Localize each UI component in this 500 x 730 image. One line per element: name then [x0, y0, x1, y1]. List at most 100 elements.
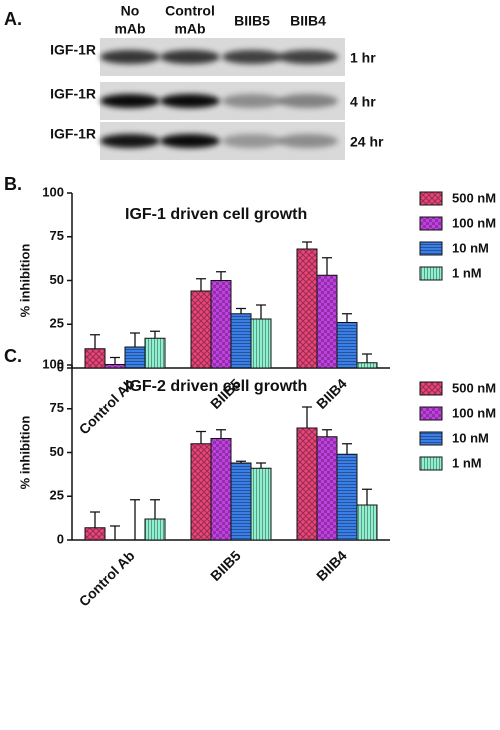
x-tick-label: BIIB4	[313, 375, 350, 412]
western-blot	[100, 38, 345, 160]
blot-band	[278, 94, 338, 108]
legend-label: 100 nM	[452, 405, 496, 420]
legend-swatch	[419, 191, 443, 206]
bar	[124, 346, 146, 369]
time-label: 1 hr	[350, 50, 376, 66]
bar	[190, 443, 212, 541]
legend-swatch	[419, 241, 443, 256]
legend-label: 1 nM	[452, 455, 482, 470]
error-bar	[196, 430, 206, 444]
error-bar	[256, 462, 266, 469]
legend-swatch	[419, 431, 443, 446]
error-bar	[302, 406, 312, 428]
bar	[296, 248, 318, 369]
blot-band	[278, 134, 338, 148]
blot-band	[222, 50, 282, 64]
error-bar	[130, 499, 140, 540]
chart-title: IGF-2 driven cell growth	[125, 378, 307, 395]
bar	[336, 322, 358, 369]
lane-label: mAb	[174, 21, 205, 37]
error-bar	[322, 429, 332, 437]
x-tick-label: BIIB4	[313, 547, 350, 584]
bar	[104, 364, 126, 369]
bar	[316, 274, 338, 369]
bar	[316, 436, 338, 541]
y-tick-label: 75	[50, 400, 64, 415]
blot-band	[160, 94, 220, 108]
legend-swatch	[419, 216, 443, 231]
y-tick-label: 25	[50, 316, 64, 331]
error-bar	[150, 330, 160, 339]
y-tick-label: 50	[50, 444, 64, 459]
y-tick-label: 50	[50, 272, 64, 287]
error-bar	[342, 443, 352, 455]
protein-label: IGF-1R	[50, 86, 96, 102]
bar	[230, 462, 252, 541]
lane-label: BIIB4	[290, 13, 326, 29]
bar	[356, 362, 378, 369]
protein-label: IGF-1R	[50, 126, 96, 142]
blot-band	[222, 94, 282, 108]
bar	[250, 467, 272, 541]
blot-band	[160, 50, 220, 64]
y-tick-label: 0	[57, 359, 64, 374]
bar	[190, 290, 212, 369]
error-bar	[236, 307, 246, 314]
error-bar	[196, 278, 206, 291]
bar	[336, 453, 358, 541]
blot-band	[100, 94, 160, 108]
error-bar	[302, 241, 312, 249]
bar	[144, 337, 166, 369]
panel-label: B.	[4, 174, 22, 194]
blot-band	[222, 134, 282, 148]
error-bar	[90, 511, 100, 528]
panel-label: C.	[4, 346, 22, 366]
chart-title: IGF-1 driven cell growth	[125, 206, 307, 223]
bar	[84, 527, 106, 541]
error-bar	[110, 525, 120, 540]
y-axis-label: % inhibition	[17, 244, 32, 318]
y-tick-label: 100	[42, 184, 64, 199]
legend-label: 1 nM	[452, 265, 482, 280]
bar	[210, 280, 232, 369]
y-tick-label: 0	[57, 531, 64, 546]
legend-label: 10 nM	[452, 430, 489, 445]
error-bar	[342, 313, 352, 323]
error-bar	[150, 499, 160, 519]
error-bar	[90, 334, 100, 349]
y-tick-label: 100	[42, 356, 64, 371]
error-bar	[256, 304, 266, 319]
time-label: 4 hr	[350, 94, 376, 110]
legend-label: 500 nM	[452, 190, 496, 205]
blot-band	[278, 50, 338, 64]
lane-label: mAb	[114, 21, 145, 37]
error-bar	[322, 257, 332, 276]
legend-swatch	[419, 266, 443, 281]
bar	[84, 348, 106, 369]
bar	[144, 518, 166, 541]
error-bar	[216, 271, 226, 281]
error-bar	[216, 429, 226, 439]
legend-swatch	[419, 406, 443, 421]
blot-band	[100, 134, 160, 148]
lane-label: No	[121, 3, 140, 19]
panel-label: A.	[4, 9, 22, 29]
error-bar	[236, 460, 246, 463]
error-bar	[362, 488, 372, 505]
bar	[210, 438, 232, 541]
legend-label: 100 nM	[452, 215, 496, 230]
bar	[230, 313, 252, 369]
legend-label: 10 nM	[452, 240, 489, 255]
error-bar	[362, 353, 372, 363]
legend-swatch	[419, 381, 443, 396]
lane-label: BIIB5	[234, 13, 270, 29]
bar	[296, 427, 318, 541]
time-label: 24 hr	[350, 134, 384, 150]
blot-band	[100, 50, 160, 64]
legend-swatch	[419, 456, 443, 471]
error-bar	[130, 332, 140, 347]
legend-label: 500 nM	[452, 380, 496, 395]
x-tick-label: Control Ab	[76, 547, 138, 609]
y-tick-label: 75	[50, 228, 64, 243]
